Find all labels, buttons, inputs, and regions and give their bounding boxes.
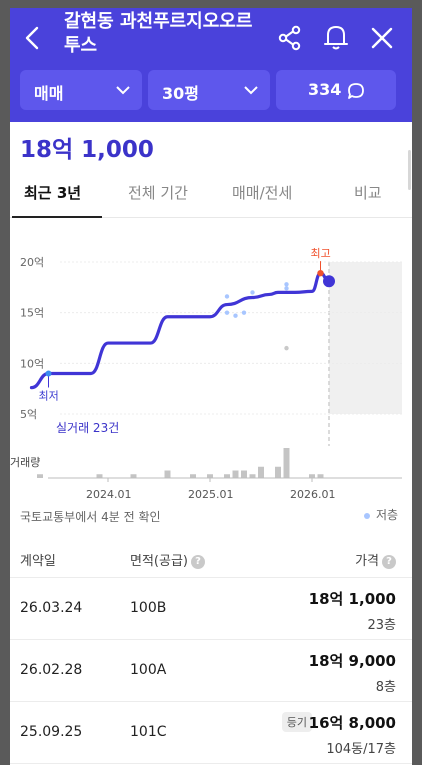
x-tick-label: 2026.01 bbox=[290, 488, 336, 501]
row-date: 25.09.25 bbox=[20, 724, 83, 740]
low-floor-point bbox=[241, 310, 247, 315]
row-area: 101C bbox=[130, 724, 167, 740]
tab-sale-jeonse[interactable]: 매매/전세 bbox=[232, 184, 293, 202]
source-note: 국토교통부에서 4분 전 확인 bbox=[20, 510, 161, 524]
active-tab-underline bbox=[12, 216, 102, 218]
volume-bar bbox=[96, 474, 103, 478]
col-price-label: 가격 bbox=[355, 554, 379, 569]
row-price: 16억 8,000 bbox=[308, 714, 396, 732]
low-floor-point bbox=[233, 313, 238, 318]
row-date: 26.03.24 bbox=[20, 600, 83, 616]
current-price: 18억 1,000 bbox=[20, 137, 154, 163]
volume-bar bbox=[190, 474, 196, 478]
row-floor: 104동/17층 bbox=[326, 742, 396, 757]
speech-bubble-icon bbox=[348, 83, 364, 99]
close-icon[interactable] bbox=[368, 24, 396, 52]
area-value: 30평 bbox=[162, 84, 199, 103]
row-price: 18억 9,000 bbox=[308, 652, 396, 670]
row-floor: 23층 bbox=[367, 618, 396, 633]
volume-bar bbox=[241, 470, 247, 478]
table-row[interactable]: 26.03.24 100B 18억 1,000 23층 bbox=[10, 578, 412, 640]
col-area-label: 면적(공급) bbox=[130, 554, 188, 569]
back-arrow-icon[interactable] bbox=[18, 20, 46, 56]
future-shade bbox=[329, 262, 402, 414]
row-area: 100B bbox=[130, 600, 167, 616]
y-tick-label: 20억 bbox=[20, 256, 44, 269]
low-floor-point bbox=[224, 294, 230, 299]
trade-type-select[interactable]: 매매 bbox=[20, 70, 142, 110]
trade-type-value: 매매 bbox=[34, 84, 64, 103]
table-header: 계약일 면적(공급)? 가격? bbox=[10, 540, 412, 578]
volume-bar bbox=[275, 466, 281, 478]
volume-bar bbox=[283, 448, 290, 478]
max-label: 최고 bbox=[311, 247, 331, 260]
y-tick-label: 5억 bbox=[20, 408, 37, 421]
low-floor-point bbox=[284, 286, 289, 291]
tab-recent-3y[interactable]: 최근 3년 bbox=[24, 184, 82, 202]
registered-badge: 등기 bbox=[281, 712, 312, 732]
volume-bar bbox=[309, 474, 315, 478]
tab-all-period[interactable]: 전체 기간 bbox=[128, 184, 188, 202]
bell-icon[interactable] bbox=[322, 22, 350, 52]
volume-bar bbox=[232, 470, 239, 478]
col-price: 가격? bbox=[355, 550, 396, 569]
x-tick-label: 2024.01 bbox=[86, 488, 132, 501]
y-tick-label: 15억 bbox=[20, 307, 44, 320]
legend-low-floor-label: 저층 bbox=[376, 508, 399, 522]
deal-count-label: 실거래 23건 bbox=[56, 421, 119, 435]
legend-low-floor: 저층 bbox=[364, 506, 398, 523]
app-window: 갈현동 과천푸르지오오르투스 매매 30평 334 bbox=[10, 8, 412, 765]
volume-bar bbox=[258, 466, 264, 478]
volume-bar bbox=[130, 474, 137, 478]
current-price-point bbox=[323, 275, 335, 288]
min-marker-point bbox=[45, 370, 52, 377]
low-floor-dot-icon bbox=[364, 512, 370, 519]
help-icon[interactable]: ? bbox=[190, 554, 205, 569]
chevron-down-icon bbox=[116, 86, 130, 95]
row-floor: 8층 bbox=[375, 680, 396, 695]
table-row[interactable]: 25.09.25 101C 등기 16억 8,000 104동/17층 bbox=[10, 702, 412, 764]
volume-bar bbox=[224, 474, 230, 478]
low-floor-point bbox=[284, 282, 289, 287]
page-title: 갈현동 과천푸르지오오르투스 bbox=[64, 11, 253, 56]
share-icon[interactable] bbox=[276, 24, 304, 52]
volume-bar bbox=[207, 474, 213, 478]
min-label: 최저 bbox=[39, 389, 59, 402]
low-floor-point bbox=[224, 310, 230, 315]
comment-count: 334 bbox=[308, 80, 342, 99]
volume-bar bbox=[249, 474, 256, 478]
help-icon[interactable]: ? bbox=[382, 554, 396, 569]
table-row[interactable]: 26.02.28 100A 18억 9,000 8층 bbox=[10, 640, 412, 702]
volume-bar bbox=[317, 474, 324, 478]
low-floor-point bbox=[250, 290, 255, 295]
max-marker-point bbox=[317, 269, 324, 277]
x-tick-label: 2025.01 bbox=[188, 488, 234, 501]
tab-compare[interactable]: 비교 bbox=[354, 184, 382, 202]
col-date: 계약일 bbox=[20, 554, 56, 569]
low-floor-point bbox=[284, 345, 289, 351]
volume-bar bbox=[164, 470, 171, 478]
row-price: 18억 1,000 bbox=[308, 590, 396, 608]
chevron-down-icon bbox=[244, 86, 258, 95]
y-tick-label: 10억 bbox=[20, 357, 44, 370]
header: 갈현동 과천푸르지오오르투스 매매 30평 334 bbox=[10, 8, 412, 122]
volume-label: 거래량 bbox=[10, 456, 40, 469]
row-date: 26.02.28 bbox=[20, 662, 83, 678]
row-area: 100A bbox=[130, 662, 167, 678]
col-area: 면적(공급)? bbox=[130, 550, 205, 569]
price-line bbox=[29, 271, 331, 390]
area-select[interactable]: 30평 bbox=[148, 70, 270, 110]
scrollbar[interactable] bbox=[408, 150, 411, 190]
period-tabs: 최근 3년 전체 기간 매매/전세 비교 bbox=[10, 176, 412, 218]
volume-bar bbox=[37, 474, 43, 478]
comments-button[interactable]: 334 bbox=[276, 70, 396, 110]
